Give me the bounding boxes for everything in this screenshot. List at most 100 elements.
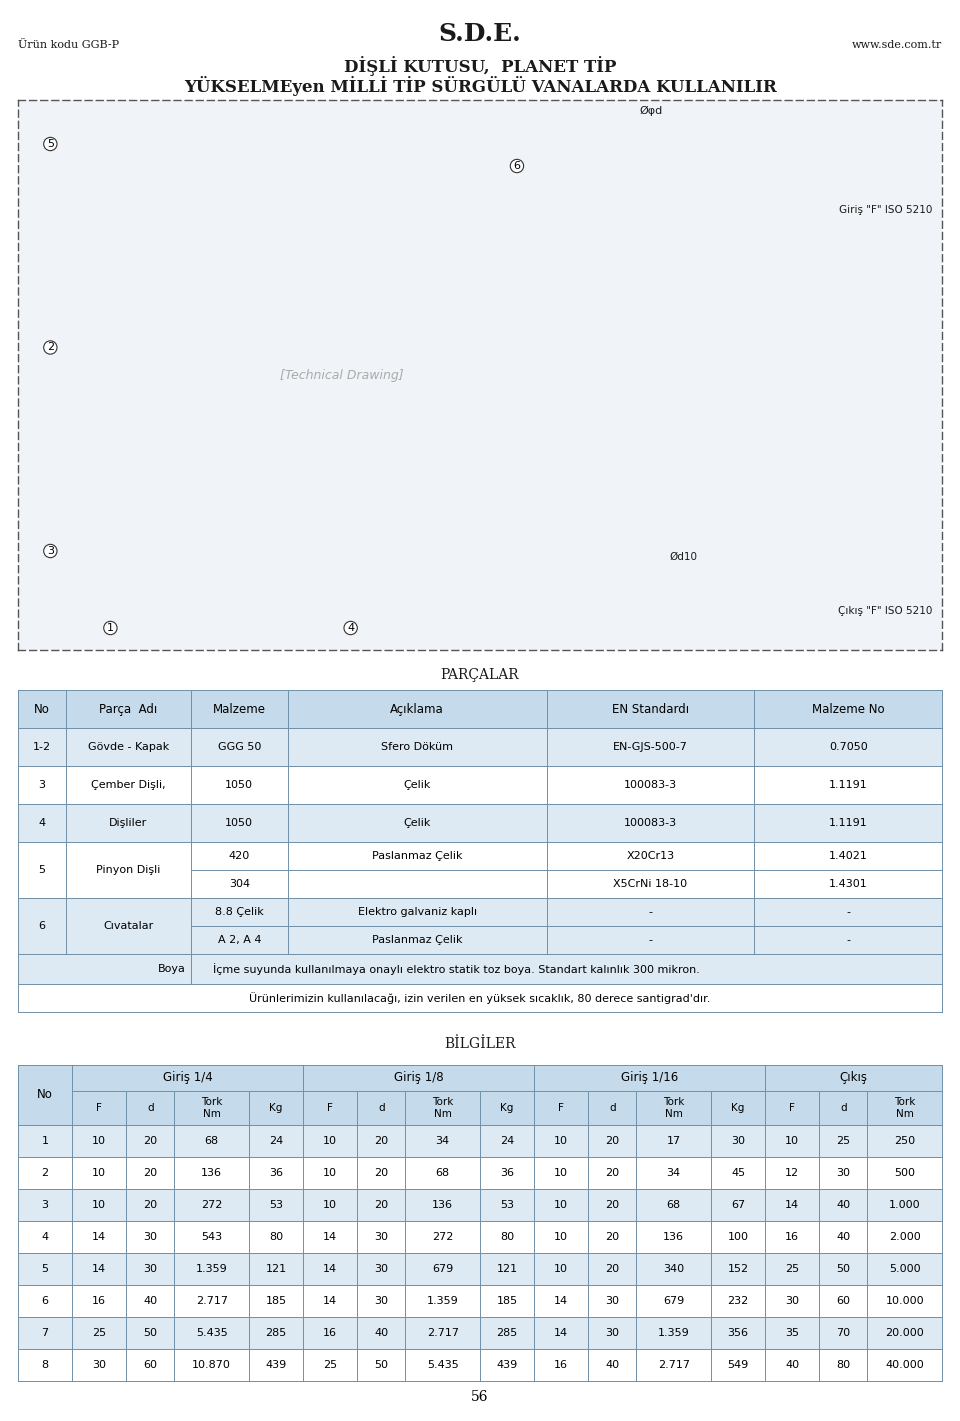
Text: Çelik: Çelik	[403, 818, 431, 828]
Text: DİŞLİ KUTUSU,  PLANET TİP: DİŞLİ KUTUSU, PLANET TİP	[344, 55, 616, 75]
Text: 10: 10	[92, 1135, 106, 1145]
Text: 60: 60	[836, 1296, 851, 1306]
Text: 53: 53	[500, 1199, 514, 1211]
Text: 10: 10	[323, 1135, 337, 1145]
Text: 40: 40	[836, 1232, 851, 1242]
Text: 1050: 1050	[226, 780, 253, 790]
Text: 14: 14	[554, 1296, 568, 1306]
Text: Paslanmaz Çelik: Paslanmaz Çelik	[372, 935, 463, 945]
Text: 1: 1	[41, 1135, 49, 1145]
Text: No: No	[35, 702, 50, 716]
Text: 20: 20	[605, 1135, 619, 1145]
Text: 14: 14	[323, 1232, 337, 1242]
Text: BİLGİLER: BİLGİLER	[444, 1037, 516, 1052]
Text: 12: 12	[785, 1168, 799, 1178]
Text: 50: 50	[836, 1265, 851, 1275]
Text: 356: 356	[728, 1329, 749, 1339]
Text: 3: 3	[38, 780, 45, 790]
Text: 30: 30	[143, 1232, 157, 1242]
Text: Malzeme No: Malzeme No	[812, 702, 884, 716]
Text: 5: 5	[38, 865, 45, 875]
Text: 6: 6	[38, 921, 45, 931]
Text: 439: 439	[265, 1360, 287, 1370]
Text: F: F	[327, 1103, 333, 1113]
Text: 100: 100	[728, 1232, 749, 1242]
Text: 80: 80	[836, 1360, 851, 1370]
Text: 14: 14	[92, 1265, 107, 1275]
Text: 3: 3	[47, 546, 54, 556]
Text: -: -	[846, 935, 851, 945]
Text: Øφd: Øφd	[639, 105, 662, 115]
Text: 30: 30	[374, 1296, 388, 1306]
Text: 285: 285	[265, 1329, 287, 1339]
Text: 16: 16	[323, 1329, 337, 1339]
Text: 2.717: 2.717	[658, 1360, 689, 1370]
Text: 10.000: 10.000	[885, 1296, 924, 1306]
Text: Ürünlerimizin kullanılacağı, izin verilen en yüksek sıcaklık, 80 derece santigra: Ürünlerimizin kullanılacağı, izin verile…	[250, 992, 710, 1005]
Text: 1.359: 1.359	[196, 1265, 228, 1275]
Text: d: d	[378, 1103, 385, 1113]
Text: 16: 16	[554, 1360, 568, 1370]
Text: 17: 17	[666, 1135, 681, 1145]
Text: 136: 136	[663, 1232, 684, 1242]
Text: 3: 3	[41, 1199, 49, 1211]
Text: 30: 30	[785, 1296, 799, 1306]
Text: Parça  Adı: Parça Adı	[99, 702, 157, 716]
Text: 56: 56	[471, 1390, 489, 1404]
Text: 6: 6	[41, 1296, 49, 1306]
Text: 679: 679	[663, 1296, 684, 1306]
Text: Çelik: Çelik	[403, 780, 431, 790]
Text: 232: 232	[728, 1296, 749, 1306]
Text: 25: 25	[323, 1360, 337, 1370]
Text: GGG 50: GGG 50	[218, 742, 261, 752]
Text: F: F	[96, 1103, 102, 1113]
Text: X20Cr13: X20Cr13	[627, 851, 675, 861]
Text: 20: 20	[374, 1168, 389, 1178]
Text: 20: 20	[143, 1168, 157, 1178]
Text: 60: 60	[143, 1360, 157, 1370]
Text: 40.000: 40.000	[885, 1360, 924, 1370]
Text: 543: 543	[202, 1232, 223, 1242]
Text: 20: 20	[374, 1135, 389, 1145]
Text: X5CrNi 18-10: X5CrNi 18-10	[613, 880, 687, 890]
Text: 4: 4	[41, 1232, 49, 1242]
Text: 36: 36	[269, 1168, 283, 1178]
Text: 25: 25	[836, 1135, 851, 1145]
Text: 10: 10	[554, 1168, 568, 1178]
Text: 1.1191: 1.1191	[828, 780, 868, 790]
Text: Dişliler: Dişliler	[109, 818, 148, 828]
Text: -: -	[846, 907, 851, 917]
Text: 30: 30	[605, 1329, 619, 1339]
Text: 14: 14	[92, 1232, 107, 1242]
Text: 1.1191: 1.1191	[828, 818, 868, 828]
Text: 36: 36	[500, 1168, 514, 1178]
Text: Ürün kodu GGB-P: Ürün kodu GGB-P	[18, 40, 119, 50]
Text: 2: 2	[47, 342, 54, 352]
Text: PARÇALAR: PARÇALAR	[441, 668, 519, 682]
Text: 121: 121	[266, 1265, 287, 1275]
Text: 34: 34	[666, 1168, 681, 1178]
Text: 30: 30	[92, 1360, 106, 1370]
Text: 25: 25	[92, 1329, 107, 1339]
Text: 20: 20	[605, 1232, 619, 1242]
Text: 50: 50	[374, 1360, 388, 1370]
Text: 1-2: 1-2	[33, 742, 51, 752]
Text: www.sde.com.tr: www.sde.com.tr	[852, 40, 942, 50]
Text: 5.000: 5.000	[889, 1265, 921, 1275]
Text: Çember Dişli,: Çember Dişli,	[91, 780, 166, 790]
Text: 250: 250	[894, 1135, 915, 1145]
Text: 30: 30	[143, 1265, 157, 1275]
Text: 1.4021: 1.4021	[828, 851, 868, 861]
Text: 8: 8	[41, 1360, 49, 1370]
Text: 1.359: 1.359	[658, 1329, 689, 1339]
Text: İçme suyunda kullanılmaya onaylı elektro statik toz boya. Standart kalınlık 300 : İçme suyunda kullanılmaya onaylı elektro…	[213, 963, 700, 975]
Text: 1: 1	[107, 622, 114, 632]
Text: 420: 420	[228, 851, 250, 861]
Text: No: No	[37, 1088, 53, 1101]
Text: Giriş 1/4: Giriş 1/4	[162, 1071, 212, 1084]
Text: 10: 10	[92, 1168, 106, 1178]
Text: 20: 20	[605, 1265, 619, 1275]
Text: 7: 7	[41, 1329, 49, 1339]
Text: Açıklama: Açıklama	[391, 702, 444, 716]
Text: 1.359: 1.359	[427, 1296, 459, 1306]
